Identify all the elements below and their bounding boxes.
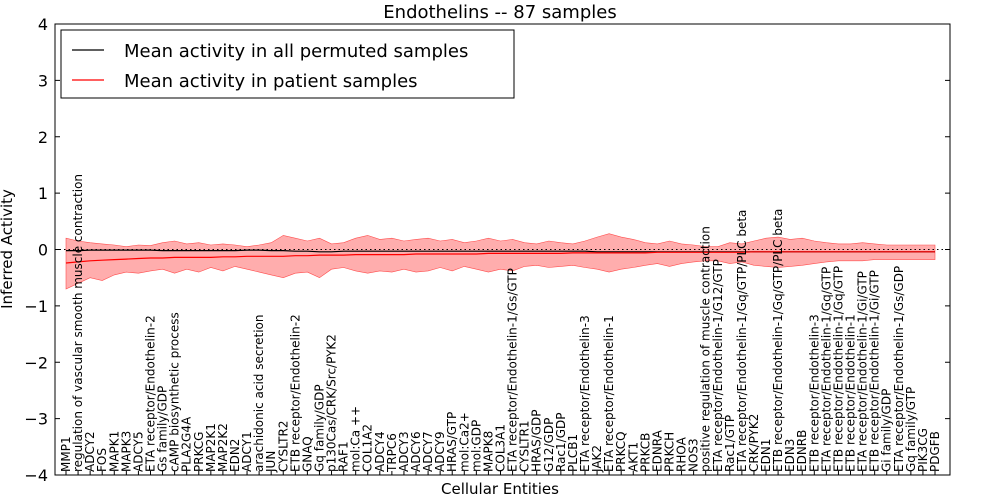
x-tick-label: ETA receptor/Endothelin-1/Gq/GTP/PLC bet… (735, 210, 749, 472)
x-tick-label: positive regulation of muscle contractio… (699, 226, 713, 472)
y-tick-label: −3 (24, 410, 48, 429)
x-tick-label: ETA receptor/Endothelin-1/Gs/GTP (506, 268, 520, 472)
x-tick-label: GNAQ (300, 436, 314, 472)
y-tick-label: 3 (38, 71, 48, 90)
legend: Mean activity in all permuted samples Me… (60, 29, 515, 99)
x-tick-label: CYSLTR2 (276, 421, 290, 472)
x-tick-label: EDNRA (650, 429, 664, 472)
x-tick-label: COL3A1 (494, 424, 508, 472)
x-tick-label: ADCY5 (131, 431, 145, 472)
x-tick-label: FOS (95, 448, 109, 472)
x-tick-label: CRK/PYK2 (747, 414, 761, 472)
x-tick-label: RAF1 (337, 441, 351, 472)
x-tick-label: ETA receptor/Endothelin-1 (602, 315, 616, 472)
x-tick-label: HRAS/GTP (445, 412, 459, 472)
x-tick-label: EDN3 (783, 439, 797, 472)
x-tick-label: EDN1 (759, 439, 773, 472)
y-axis: −4 −3 −2 −1 0 1 2 3 4 (24, 15, 950, 485)
x-tick-label: ADCY7 (421, 431, 435, 472)
x-tick-label: MAPK8 (481, 431, 495, 472)
x-tick-label: RHOA (675, 436, 689, 472)
x-tick-label: PDGFB (928, 431, 942, 472)
x-tick-label: ADCY3 (397, 431, 411, 472)
x-tick-label: arachidonic acid secretion (252, 315, 266, 472)
patient-mean-line (65, 251, 935, 264)
y-tick-label: 2 (38, 128, 48, 147)
x-tick-label: mol:Ca2+ (457, 412, 471, 472)
x-tick-label: ETB receptor/Endothelin-1/Gq/GTP/PLC bet… (771, 209, 785, 472)
x-tick-label: COL1A2 (361, 424, 375, 472)
x-tick-label: Gq family/GTP (904, 387, 918, 472)
legend-label-patient: Mean activity in patient samples (124, 71, 418, 92)
x-tick-label: p130Cas/CRK/Src/PYK2 (325, 334, 339, 472)
x-tick-label: ETA receptor/Endothelin-1/Gi/GTP (856, 271, 870, 472)
x-tick-label: JUN (264, 451, 278, 473)
x-tick-label: ADCY1 (240, 431, 254, 472)
x-tick-label: mol:GDP (469, 420, 483, 472)
y-tick-label: −1 (24, 297, 48, 316)
x-tick-label: ADCY6 (409, 431, 423, 472)
x-tick-label: Rac1/GDP (554, 413, 568, 472)
y-tick-label: −4 (24, 466, 48, 485)
x-tick-label: EDN2 (228, 439, 242, 472)
x-tick-label: PRKCH (663, 432, 677, 472)
x-tick-label: PRKCB (638, 433, 652, 472)
x-tick-label: NOS3 (687, 438, 701, 472)
x-tick-label: regulation of vascular smooth muscle con… (71, 174, 85, 472)
x-tick-label: MAP2K1 (204, 423, 218, 472)
x-tick-label: cAMP biosynthetic process (168, 312, 182, 472)
y-axis-label: Inferred Activity (0, 189, 16, 309)
y-tick-label: 0 (38, 241, 48, 260)
x-tick-label: MAP2K2 (216, 423, 230, 472)
x-tick-label: G12/GDP (542, 418, 556, 472)
x-tick-label: HRAS/GDP (530, 409, 544, 472)
y-tick-label: −2 (24, 353, 48, 372)
x-tick-label: ETA receptor/Endothelin-1/G12/GTP (711, 259, 725, 472)
x-tick-label: ETB receptor/Endothelin-3 (807, 314, 821, 472)
y-tick-label: 4 (38, 15, 48, 34)
x-tick-label: mol:Ca ++ (349, 406, 363, 472)
x-tick-label: ETB receptor/Endothelin-1/Gi/GTP (868, 270, 882, 472)
legend-label-permuted: Mean activity in all permuted samples (124, 41, 468, 62)
x-tick-label: PLA2G4A (180, 416, 194, 472)
chart-title: Endothelins -- 87 samples (383, 2, 616, 23)
x-tick-label: ETB receptor/Endothelin-1/Gq/GTP (831, 266, 845, 472)
x-tick-label: ETA receptor/Endothelin-3 (578, 315, 592, 472)
x-tick-label: Gi family/GDP (880, 389, 894, 472)
patient-activity-band (65, 233, 936, 290)
x-tick-label: ADCY2 (83, 431, 97, 472)
x-tick-label: Rac1/GTP (723, 415, 737, 472)
x-tick-label: AKT1 (626, 442, 640, 472)
x-tick-label: ADCY9 (433, 431, 447, 472)
x-tick-label: Gs family/GDP (156, 386, 170, 472)
x-tick-label: TRPC6 (385, 433, 399, 473)
x-tick-label: ETA receptor/Endothelin-1/Gs/GDP (892, 266, 906, 472)
x-tick-label: MAPK3 (119, 431, 133, 472)
x-tick-label: PLCB1 (566, 434, 580, 472)
x-tick-label: CYSLTR1 (518, 421, 532, 472)
x-tick-label: Gq family/GDP (313, 384, 327, 472)
x-tick-label: ETA receptor/Endothelin-2 (144, 315, 158, 472)
y-tick-label: 1 (38, 184, 48, 203)
x-tick-label: JAK2 (590, 445, 604, 473)
x-tick-label: PRKCQ (614, 431, 628, 472)
x-tick-label: MMP1 (59, 436, 73, 472)
x-tick-label: PIK3CG (916, 428, 930, 472)
x-tick-label: MAPK1 (107, 431, 121, 472)
x-tick-label: ETA receptor/Endothelin-1/Gq/GTP (819, 267, 833, 472)
x-tick-label: EDNRB (795, 430, 809, 472)
x-axis-label: Cellular Entities (441, 480, 559, 498)
x-tick-label: ADCY4 (373, 431, 387, 472)
x-tick-label: ETB receptor/Endothelin-1 (844, 314, 858, 472)
legend-box (60, 29, 515, 99)
x-tick-label: ETB receptor/Endothelin-2 (288, 314, 302, 472)
x-tick-label: PRKCG (192, 432, 206, 472)
